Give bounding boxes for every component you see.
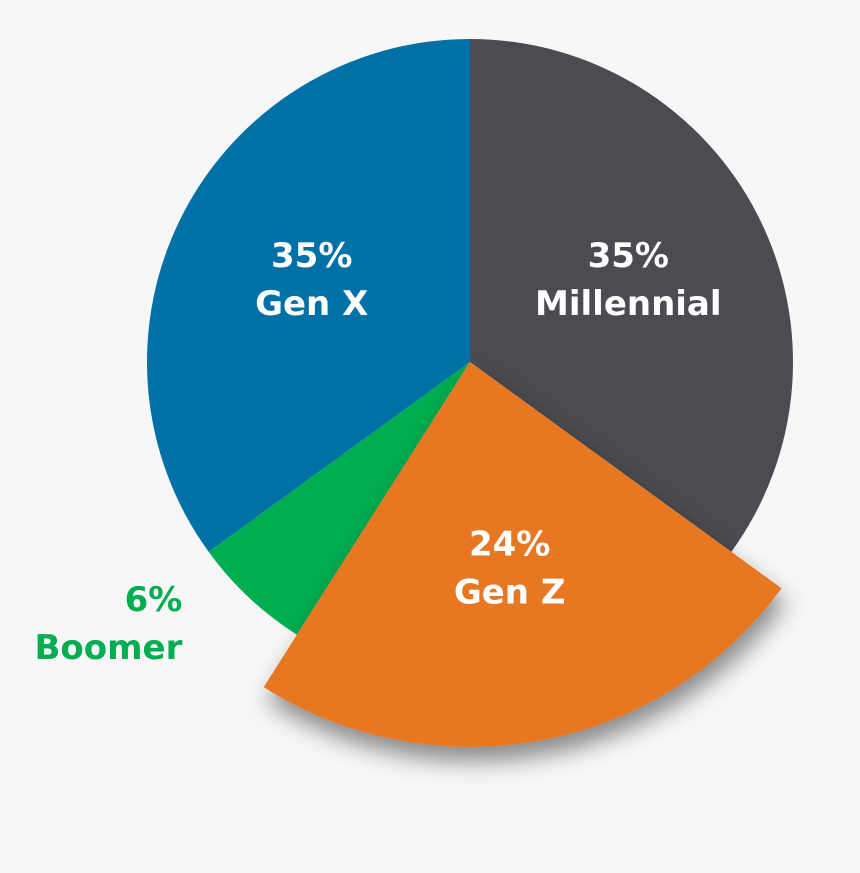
slice <box>263 362 782 747</box>
slice <box>208 362 471 635</box>
labels: 35% Millennial 24% Gen Z 6% Boomer 35% Gen X <box>34 236 721 668</box>
value-label: 6% <box>125 580 183 620</box>
value-label: 35% <box>588 236 669 276</box>
category-label: Gen Z <box>454 572 566 612</box>
slice <box>147 39 471 552</box>
slices <box>147 39 793 747</box>
category-label: Gen X <box>255 284 368 324</box>
value-label: 35% <box>271 236 352 276</box>
category-label: Boomer <box>34 628 182 668</box>
slice <box>470 39 793 552</box>
value-label: 24% <box>469 524 550 564</box>
category-label: Millennial <box>535 284 722 324</box>
